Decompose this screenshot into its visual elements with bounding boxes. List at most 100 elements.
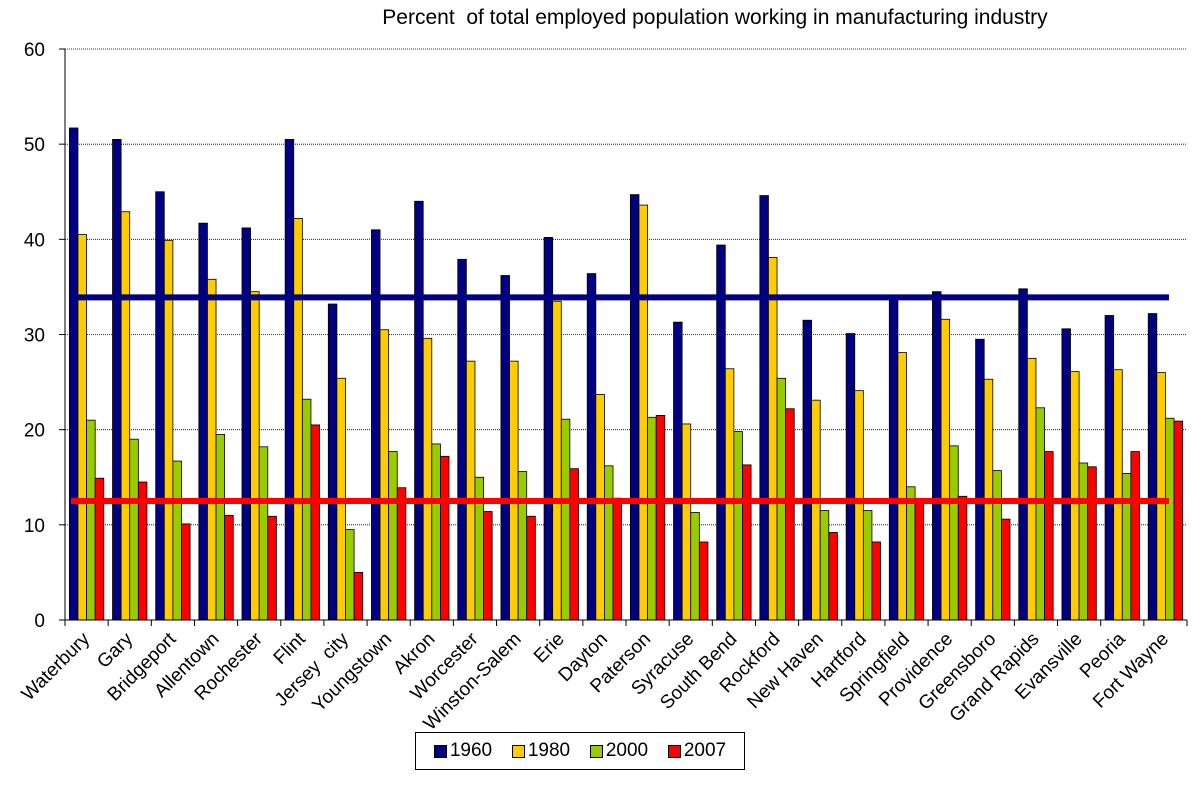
bar-1960: [241, 227, 251, 621]
bar-1960: [1061, 328, 1071, 621]
bar-2000: [992, 470, 1002, 621]
bar-1960: [68, 127, 79, 621]
bar-2007: [569, 468, 579, 621]
bar-2000: [733, 431, 743, 621]
bar-2007: [785, 408, 795, 621]
bar-2000: [517, 471, 528, 621]
bar-2000: [1035, 407, 1045, 621]
bar-2000: [215, 434, 226, 621]
chart-title: Percent of total employed population wor…: [382, 6, 1048, 29]
bar-1980: [1070, 371, 1080, 621]
bar-1980: [811, 399, 821, 621]
bar-1960: [1018, 288, 1028, 621]
bar-2007: [1173, 420, 1184, 621]
bar-1960: [975, 338, 985, 621]
bar-2007: [440, 455, 450, 621]
bar-2000: [258, 446, 269, 621]
bar-2000: [431, 443, 441, 621]
bar-1980: [77, 234, 87, 621]
bar-2007: [612, 497, 623, 621]
bar-1960: [673, 321, 683, 621]
bar-2007: [1001, 518, 1011, 621]
bar-2007: [267, 515, 277, 621]
bar-2000: [949, 445, 959, 621]
legend-label: 2000: [605, 740, 649, 761]
legend-label: 1980: [527, 740, 571, 761]
bar-2007: [655, 414, 666, 621]
legend-swatch: [589, 744, 603, 758]
bar-1960: [629, 194, 640, 621]
bar-2000: [690, 512, 700, 621]
bar-2000: [388, 451, 398, 621]
bar-2000: [906, 486, 916, 621]
legend: 1960 1980 2000 2007: [415, 732, 745, 770]
bar-2007: [396, 487, 407, 621]
bar-1980: [854, 390, 864, 621]
bar-2007: [526, 515, 536, 621]
bar-2007: [914, 499, 925, 621]
bar-1960: [1104, 315, 1115, 621]
bar-1980: [1156, 372, 1166, 621]
bar-1980: [207, 278, 217, 621]
legend-swatch: [511, 744, 525, 758]
bar-2000: [301, 398, 312, 621]
bar-2000: [819, 510, 830, 621]
bar-2007: [1087, 466, 1097, 621]
bar-1980: [638, 204, 648, 621]
y-tick-label: 0: [34, 611, 45, 632]
bar-1980: [940, 318, 951, 621]
bar-1960: [802, 319, 812, 621]
y-tick-label: 40: [24, 230, 45, 251]
bar-1960: [198, 222, 208, 621]
legend-item-1980: 1980: [511, 740, 571, 762]
x-tick-label: Waterbury: [18, 628, 95, 705]
bar-2000: [647, 416, 657, 621]
legend-item-1960: 1960: [433, 740, 493, 762]
bar-1960: [932, 291, 942, 621]
bar-1980: [552, 300, 562, 621]
bar-1960: [845, 333, 856, 621]
bar-2000: [345, 529, 355, 621]
bar-1980: [768, 257, 778, 621]
bar-1980: [681, 423, 692, 621]
bar-1960: [457, 258, 467, 621]
bar-1980: [724, 368, 735, 621]
bar-2000: [1165, 417, 1175, 621]
bar-2000: [604, 465, 614, 621]
legend-swatch: [667, 744, 681, 758]
legend-label: 2007: [683, 740, 727, 761]
bar-2000: [86, 419, 96, 621]
bar-1960: [586, 273, 597, 621]
bar-1980: [465, 360, 476, 621]
bar-2000: [172, 460, 182, 621]
bar-2000: [1121, 473, 1132, 621]
bar-1960: [327, 303, 338, 621]
bar-1960: [888, 297, 899, 621]
bar-1980: [120, 211, 131, 621]
bar-2007: [871, 541, 881, 621]
y-tick-label: 60: [24, 40, 45, 61]
bar-1980: [595, 394, 605, 621]
bar-1980: [509, 360, 519, 621]
legend-label: 1960: [449, 740, 493, 761]
bar-2007: [957, 495, 968, 621]
legend-item-2000: 2000: [589, 740, 649, 762]
bar-1980: [897, 352, 907, 621]
bar-1960: [112, 139, 122, 621]
bar-1960: [155, 191, 165, 621]
bar-1960: [414, 200, 424, 621]
legend-swatch: [433, 744, 447, 758]
bar-2007: [698, 541, 709, 621]
bar-2007: [181, 523, 191, 621]
bar-1980: [379, 329, 390, 621]
bar-2007: [742, 464, 752, 621]
bar-2007: [353, 572, 364, 621]
bar-2007: [1044, 451, 1054, 621]
bar-2000: [560, 418, 571, 621]
bar-2007: [1130, 451, 1140, 621]
bar-2007: [483, 511, 493, 621]
bar-1980: [1113, 369, 1123, 621]
y-tick-label: 20: [24, 421, 45, 442]
bar-2000: [129, 438, 139, 621]
